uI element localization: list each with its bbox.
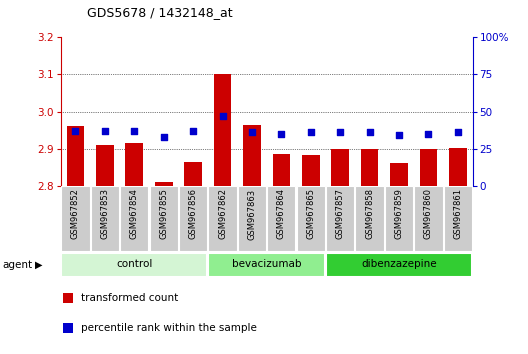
Point: [365, 130, 374, 135]
Bar: [243, 125, 261, 186]
Bar: [209, 186, 237, 251]
Text: GSM967862: GSM967862: [218, 188, 227, 239]
Text: percentile rank within the sample: percentile rank within the sample: [81, 323, 257, 333]
Bar: [267, 186, 296, 251]
Text: GSM967852: GSM967852: [71, 188, 80, 239]
Point: [159, 134, 168, 139]
Bar: [332, 149, 349, 186]
Text: GSM967861: GSM967861: [454, 188, 463, 239]
Point: [307, 130, 315, 135]
Text: transformed count: transformed count: [81, 293, 178, 303]
Point: [248, 130, 256, 135]
Text: agent: agent: [3, 259, 33, 270]
Point: [277, 131, 286, 137]
Bar: [91, 186, 119, 251]
Bar: [184, 162, 202, 186]
Text: GSM967855: GSM967855: [159, 188, 168, 239]
Bar: [444, 186, 472, 251]
Text: GSM967853: GSM967853: [100, 188, 109, 239]
Bar: [297, 186, 325, 251]
Text: GSM967865: GSM967865: [306, 188, 315, 239]
Text: bevacizumab: bevacizumab: [232, 259, 301, 269]
Text: control: control: [116, 259, 153, 269]
Bar: [126, 143, 143, 186]
Point: [218, 113, 227, 119]
Bar: [155, 182, 173, 186]
Bar: [96, 145, 114, 186]
Text: GSM967854: GSM967854: [130, 188, 139, 239]
Text: GSM967856: GSM967856: [188, 188, 197, 239]
Bar: [61, 253, 207, 276]
Text: GSM967864: GSM967864: [277, 188, 286, 239]
Point: [189, 128, 197, 134]
Text: GSM967857: GSM967857: [336, 188, 345, 239]
Bar: [179, 186, 207, 251]
Bar: [238, 186, 266, 251]
Bar: [61, 186, 90, 251]
Bar: [385, 186, 413, 251]
Point: [395, 132, 403, 138]
Bar: [326, 186, 354, 251]
Bar: [355, 186, 384, 251]
Bar: [361, 149, 379, 186]
Text: GSM967860: GSM967860: [424, 188, 433, 239]
Text: GSM967859: GSM967859: [394, 188, 403, 239]
Bar: [214, 74, 231, 186]
Bar: [420, 149, 437, 186]
Text: dibenzazepine: dibenzazepine: [361, 259, 437, 269]
Bar: [390, 163, 408, 186]
Point: [424, 131, 432, 137]
Text: GSM967863: GSM967863: [248, 188, 257, 240]
Text: GDS5678 / 1432148_at: GDS5678 / 1432148_at: [87, 6, 233, 19]
Text: GSM967858: GSM967858: [365, 188, 374, 239]
Bar: [149, 186, 178, 251]
Bar: [449, 148, 467, 186]
Bar: [326, 253, 472, 276]
Point: [130, 128, 138, 134]
Point: [454, 130, 462, 135]
Bar: [414, 186, 442, 251]
Bar: [67, 126, 84, 186]
Point: [336, 130, 344, 135]
Point: [71, 128, 80, 134]
Text: ▶: ▶: [35, 259, 43, 270]
Point: [101, 128, 109, 134]
Bar: [209, 253, 325, 276]
Bar: [302, 155, 319, 186]
Bar: [120, 186, 148, 251]
Bar: [272, 154, 290, 186]
